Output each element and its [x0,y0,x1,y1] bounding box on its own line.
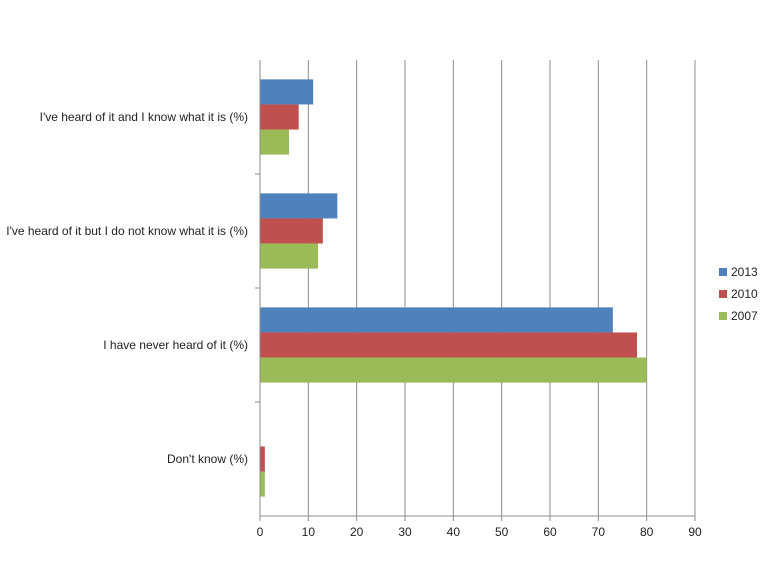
bar-2010 [260,218,323,244]
axes: 0 10 20 30 40 50 60 70 80 90 [255,60,702,539]
x-tick-label: 80 [640,525,654,539]
legend-swatch-2010 [719,290,727,298]
legend-swatch-2013 [719,268,727,276]
gridlines [307,60,696,516]
category-label: I've heard of it and I know what it is (… [40,110,248,124]
legend-label: 2010 [731,287,758,301]
x-tick-label: 30 [398,525,412,539]
bar-2007 [260,129,289,155]
bar-2010 [260,446,265,472]
bar-2013 [260,307,613,333]
category-label: Don't know (%) [167,452,248,466]
legend-label: 2007 [731,309,758,323]
x-tick-label: 60 [543,525,557,539]
bar-2013 [260,79,314,105]
category-label: I've heard of it but I do not know what … [6,224,248,238]
bar-2007 [260,243,318,269]
legend-swatch-2007 [719,312,727,320]
bar-2007 [260,357,647,383]
x-tick-label: 10 [302,525,316,539]
x-tick-label: 0 [257,525,264,539]
x-tick-label: 70 [592,525,606,539]
x-tick-label: 20 [350,525,364,539]
bar-2013 [260,193,338,219]
x-tick-label: 50 [495,525,509,539]
bar-2010 [260,332,637,358]
legend: 2013 2010 2007 [719,265,758,323]
bar-2010 [260,104,299,130]
legend-label: 2013 [731,265,758,279]
bars [260,79,647,497]
x-tick-label: 40 [447,525,461,539]
x-tick-label: 90 [688,525,702,539]
bar-2007 [260,471,265,497]
category-labels: I've heard of it and I know what it is (… [6,110,248,466]
category-label: I have never heard of it (%) [103,338,248,352]
